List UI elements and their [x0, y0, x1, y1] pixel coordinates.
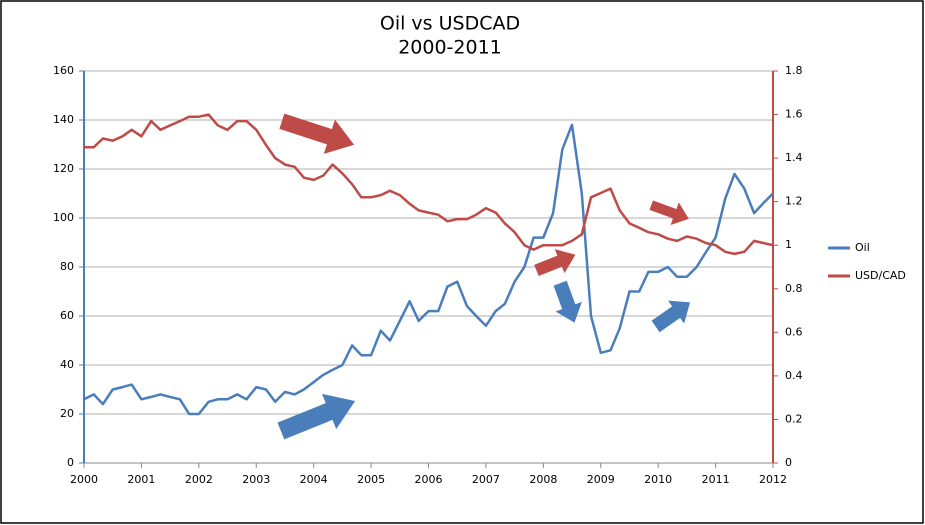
- y2-tick-label: 0.8: [785, 282, 803, 295]
- y2-tick-label: 0.2: [785, 412, 803, 425]
- x-tick-label: 2007: [472, 473, 500, 486]
- x-tick-label: 2006: [415, 473, 443, 486]
- y-tick-label: 0: [67, 456, 74, 469]
- y2-tick-label: 0: [785, 456, 792, 469]
- y-tick-label: 20: [60, 407, 74, 420]
- x-tick-label: 2012: [759, 473, 787, 486]
- line-series: [84, 113, 774, 256]
- x-tick-label: 2002: [185, 473, 213, 486]
- chart-subtitle: 2000-2011: [398, 37, 502, 59]
- y2-tick-label: 1.4: [785, 151, 803, 164]
- legend-label: USD/CAD: [855, 269, 906, 282]
- x-tick-label: 2001: [127, 473, 155, 486]
- y2-tick-label: 1.6: [785, 108, 803, 121]
- y2-tick-label: 0.6: [785, 325, 803, 338]
- y2-tick-label: 0.4: [785, 369, 803, 382]
- y-tick-label: 40: [60, 358, 74, 371]
- x-tick-label: 2004: [300, 473, 328, 486]
- legend-label: Oil: [855, 241, 870, 254]
- plot: 0 20 40 60 80 100 120 140 160 0 0.2 0.4 0.6 0.8 1 1.2 1.…: [53, 64, 803, 486]
- y-tick-label: 160: [53, 64, 74, 77]
- y-tick-label: 140: [53, 113, 74, 126]
- y-tick-label: 60: [60, 309, 74, 322]
- y2-tick-label: 1.8: [785, 64, 803, 77]
- y2-tick-label: 1.2: [785, 195, 803, 208]
- x-tick-label: 2011: [702, 473, 730, 486]
- x-tick-label: 2009: [587, 473, 615, 486]
- x-tick-label: 2008: [529, 473, 557, 486]
- x-tick-label: 2003: [242, 473, 270, 486]
- y-tick-label: 120: [53, 162, 74, 175]
- chart-title: Oil vs USDCAD: [380, 13, 520, 35]
- line-series: [83, 123, 774, 416]
- y2-tick-label: 1: [785, 238, 792, 251]
- y-tick-label: 100: [53, 211, 74, 224]
- annotation-arrows: [277, 113, 691, 440]
- x-tick-label: 2000: [70, 473, 98, 486]
- y-tick-label: 80: [60, 260, 74, 273]
- x-tick-label: 2005: [357, 473, 385, 486]
- x-tick-label: 2010: [644, 473, 672, 486]
